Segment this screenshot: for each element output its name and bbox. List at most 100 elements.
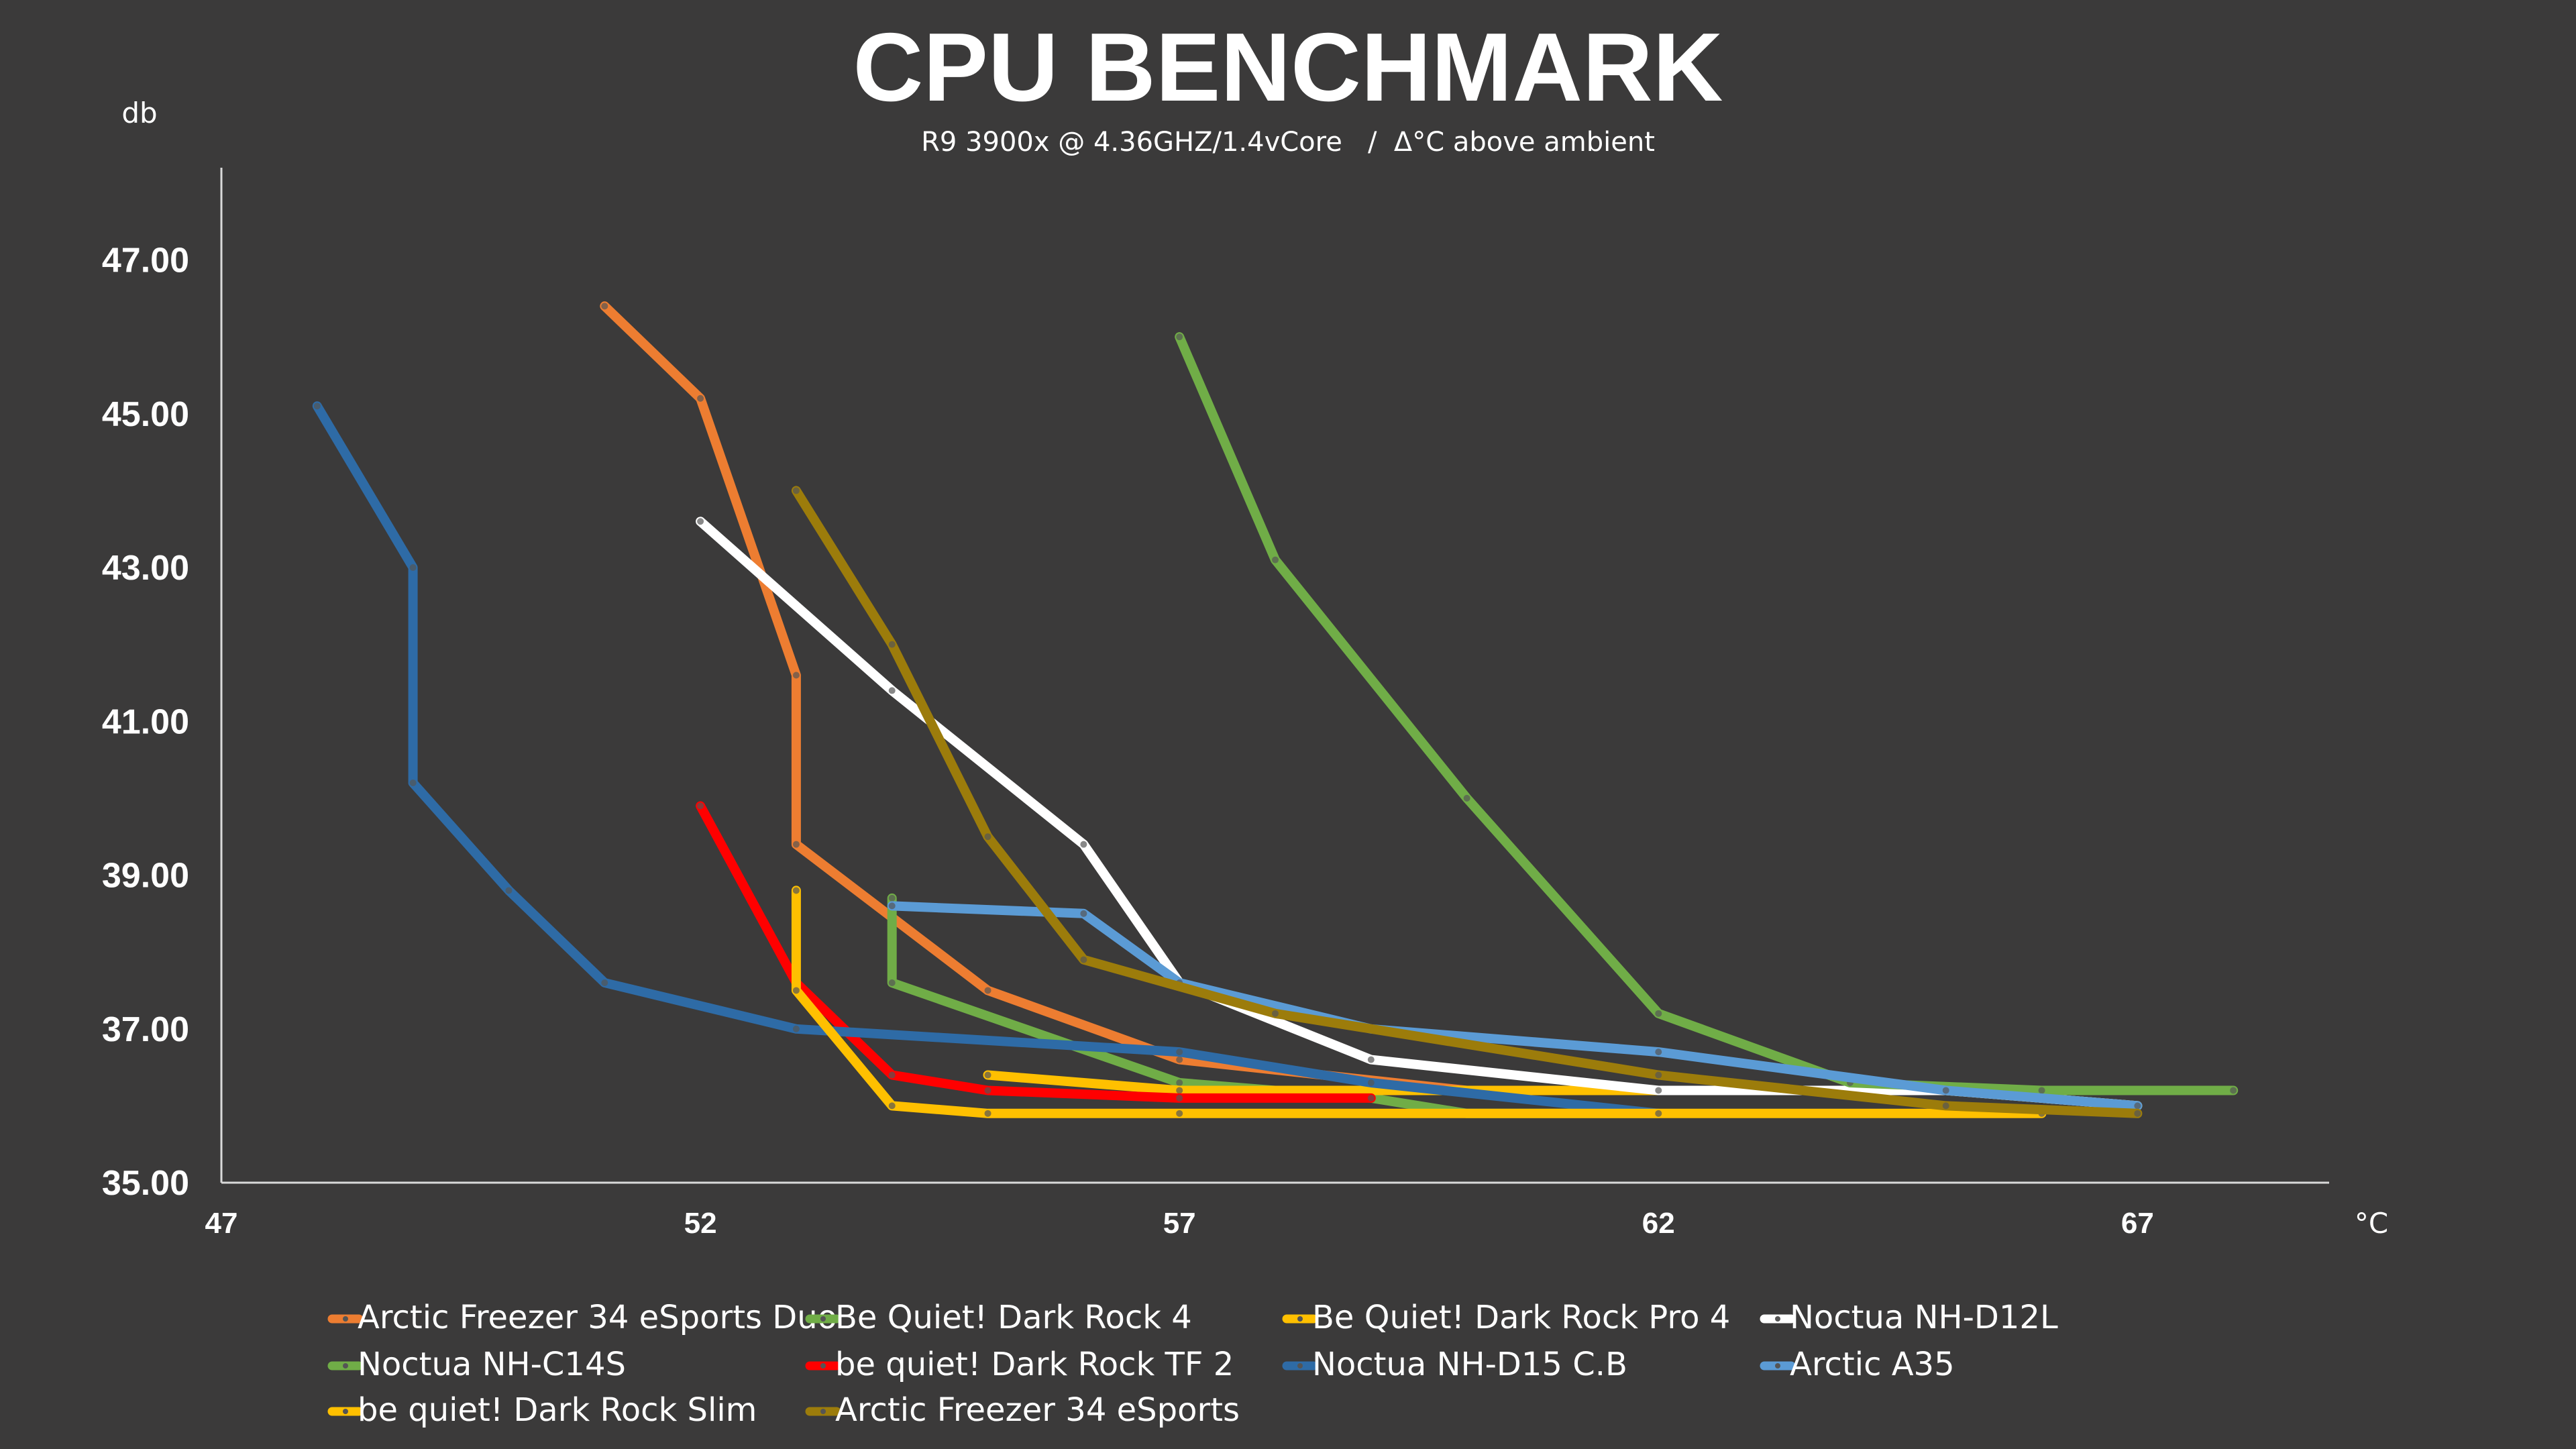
series-line	[696, 801, 1376, 1103]
data-point	[601, 303, 608, 310]
data-point	[1367, 1079, 1375, 1086]
legend-label: Be Quiet! Dark Rock Pro 4	[1312, 1299, 1730, 1336]
legend-item: Be Quiet! Dark Rock Pro 4	[1282, 1299, 1730, 1336]
data-point	[697, 802, 704, 810]
data-point	[1272, 556, 1279, 564]
legend-label: Arctic Freezer 34 eSports	[835, 1391, 1240, 1429]
legend-label: Be Quiet! Dark Rock 4	[835, 1299, 1192, 1336]
legend-label: Arctic A35	[1790, 1346, 1955, 1383]
data-point	[888, 641, 896, 648]
legend-marker	[1297, 1363, 1303, 1368]
data-point	[1655, 1071, 1662, 1079]
y-tick-label: 43.00	[102, 549, 189, 588]
data-point	[1080, 956, 1087, 963]
data-point	[1655, 1087, 1662, 1094]
chart-title: CPU BENCHMARK	[853, 13, 1723, 121]
data-point	[2134, 1102, 2141, 1110]
data-point	[1176, 1110, 1183, 1117]
series-5	[1175, 332, 2239, 1095]
legend-marker	[820, 1363, 826, 1368]
data-point	[697, 518, 704, 525]
data-point	[792, 487, 800, 494]
data-point	[1176, 1056, 1183, 1063]
data-point	[792, 841, 800, 848]
x-tick-label: 62	[1642, 1207, 1675, 1240]
series-line	[696, 517, 2143, 1111]
data-point	[984, 987, 991, 994]
series-10	[791, 486, 2143, 1118]
data-point	[697, 394, 704, 402]
y-tick-label: 37.00	[102, 1010, 189, 1049]
legend-marker	[343, 1316, 348, 1322]
data-point	[1655, 1049, 1662, 1056]
legend-marker	[820, 1316, 826, 1322]
data-point	[984, 1087, 991, 1094]
data-point	[2230, 1087, 2237, 1094]
data-point	[888, 979, 896, 986]
series-line	[600, 301, 1472, 1095]
x-tick-label: 52	[684, 1207, 717, 1240]
y-tick-label: 41.00	[102, 702, 189, 741]
legend-item: Be Quiet! Dark Rock 4	[805, 1299, 1192, 1336]
legend-marker	[820, 1409, 826, 1414]
legend-label: Arctic Freezer 34 eSports Duo	[358, 1299, 837, 1336]
data-point	[1080, 841, 1087, 848]
data-point	[1080, 910, 1087, 917]
data-point	[888, 902, 896, 910]
data-point	[1655, 1110, 1662, 1117]
series-layer	[312, 301, 2239, 1118]
data-point	[1176, 333, 1183, 341]
legend-marker	[1775, 1363, 1780, 1368]
data-point	[792, 1025, 800, 1032]
data-point	[505, 887, 513, 894]
data-point	[888, 894, 896, 902]
data-point	[792, 887, 800, 894]
series-7	[312, 401, 1664, 1118]
data-point	[1942, 1102, 1949, 1110]
data-point	[2038, 1087, 2045, 1094]
data-point	[1463, 794, 1470, 802]
y-tick-label: 45.00	[102, 395, 189, 434]
legend-item: Arctic Freezer 34 eSports Duo	[327, 1299, 837, 1336]
legend-label: Noctua NH-D15 C.B	[1312, 1346, 1627, 1383]
data-point	[313, 402, 321, 410]
legend-marker	[1775, 1316, 1780, 1322]
legend-label: be quiet! Dark Rock Slim	[358, 1391, 757, 1429]
y-tick-label: 35.00	[102, 1164, 189, 1203]
data-point	[888, 1071, 896, 1079]
data-point	[984, 1071, 991, 1079]
legend-item: be quiet! Dark Rock Slim	[327, 1391, 757, 1429]
legend-marker	[343, 1409, 348, 1414]
y-tick-label: 47.00	[102, 241, 189, 280]
data-point	[984, 1110, 991, 1117]
data-point	[1367, 1094, 1375, 1102]
x-axis-unit: °C	[2355, 1207, 2388, 1240]
y-tick-label: 39.00	[102, 857, 189, 896]
data-point	[2134, 1110, 2141, 1117]
legend-label: be quiet! Dark Rock TF 2	[835, 1346, 1234, 1383]
legend-marker	[343, 1363, 348, 1368]
legend-item: Noctua NH-C14S	[327, 1346, 626, 1383]
legend-item: Noctua NH-D15 C.B	[1282, 1346, 1627, 1383]
series-1	[600, 301, 1472, 1095]
data-point	[1176, 1049, 1183, 1056]
data-point	[409, 779, 417, 786]
data-point	[1655, 1010, 1662, 1017]
data-point	[1272, 1010, 1279, 1017]
data-point	[792, 987, 800, 994]
data-point	[888, 1102, 896, 1110]
axes: 35.00 37.00 39.00 41.00 43.00 45.00 47.00 47 52 5…	[102, 168, 2329, 1240]
legend-item: Arctic A35	[1760, 1346, 1955, 1383]
data-point	[1176, 1087, 1183, 1094]
y-axis-unit: db	[121, 97, 157, 129]
x-tick-label: 57	[1163, 1207, 1196, 1240]
data-point	[409, 564, 417, 572]
chart-subtitle: R9 3900x @ 4.36GHZ/1.4vCore / Δ°C above …	[921, 127, 1655, 158]
series-line	[1175, 332, 2239, 1095]
series-line	[312, 401, 1664, 1118]
legend-item: Arctic Freezer 34 eSports	[805, 1391, 1240, 1429]
data-point	[1176, 1079, 1183, 1086]
data-point	[984, 833, 991, 841]
